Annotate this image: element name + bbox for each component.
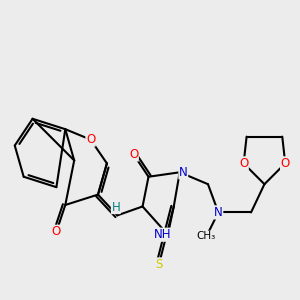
Text: O: O <box>86 133 95 146</box>
Text: O: O <box>129 148 138 161</box>
Text: N: N <box>214 206 223 219</box>
Text: N: N <box>179 166 188 179</box>
Text: H: H <box>111 201 120 214</box>
Text: CH₃: CH₃ <box>197 231 216 241</box>
Text: O: O <box>280 157 290 170</box>
Text: S: S <box>155 258 163 271</box>
Text: O: O <box>52 225 61 238</box>
Text: O: O <box>239 157 248 170</box>
Text: NH: NH <box>154 228 171 241</box>
